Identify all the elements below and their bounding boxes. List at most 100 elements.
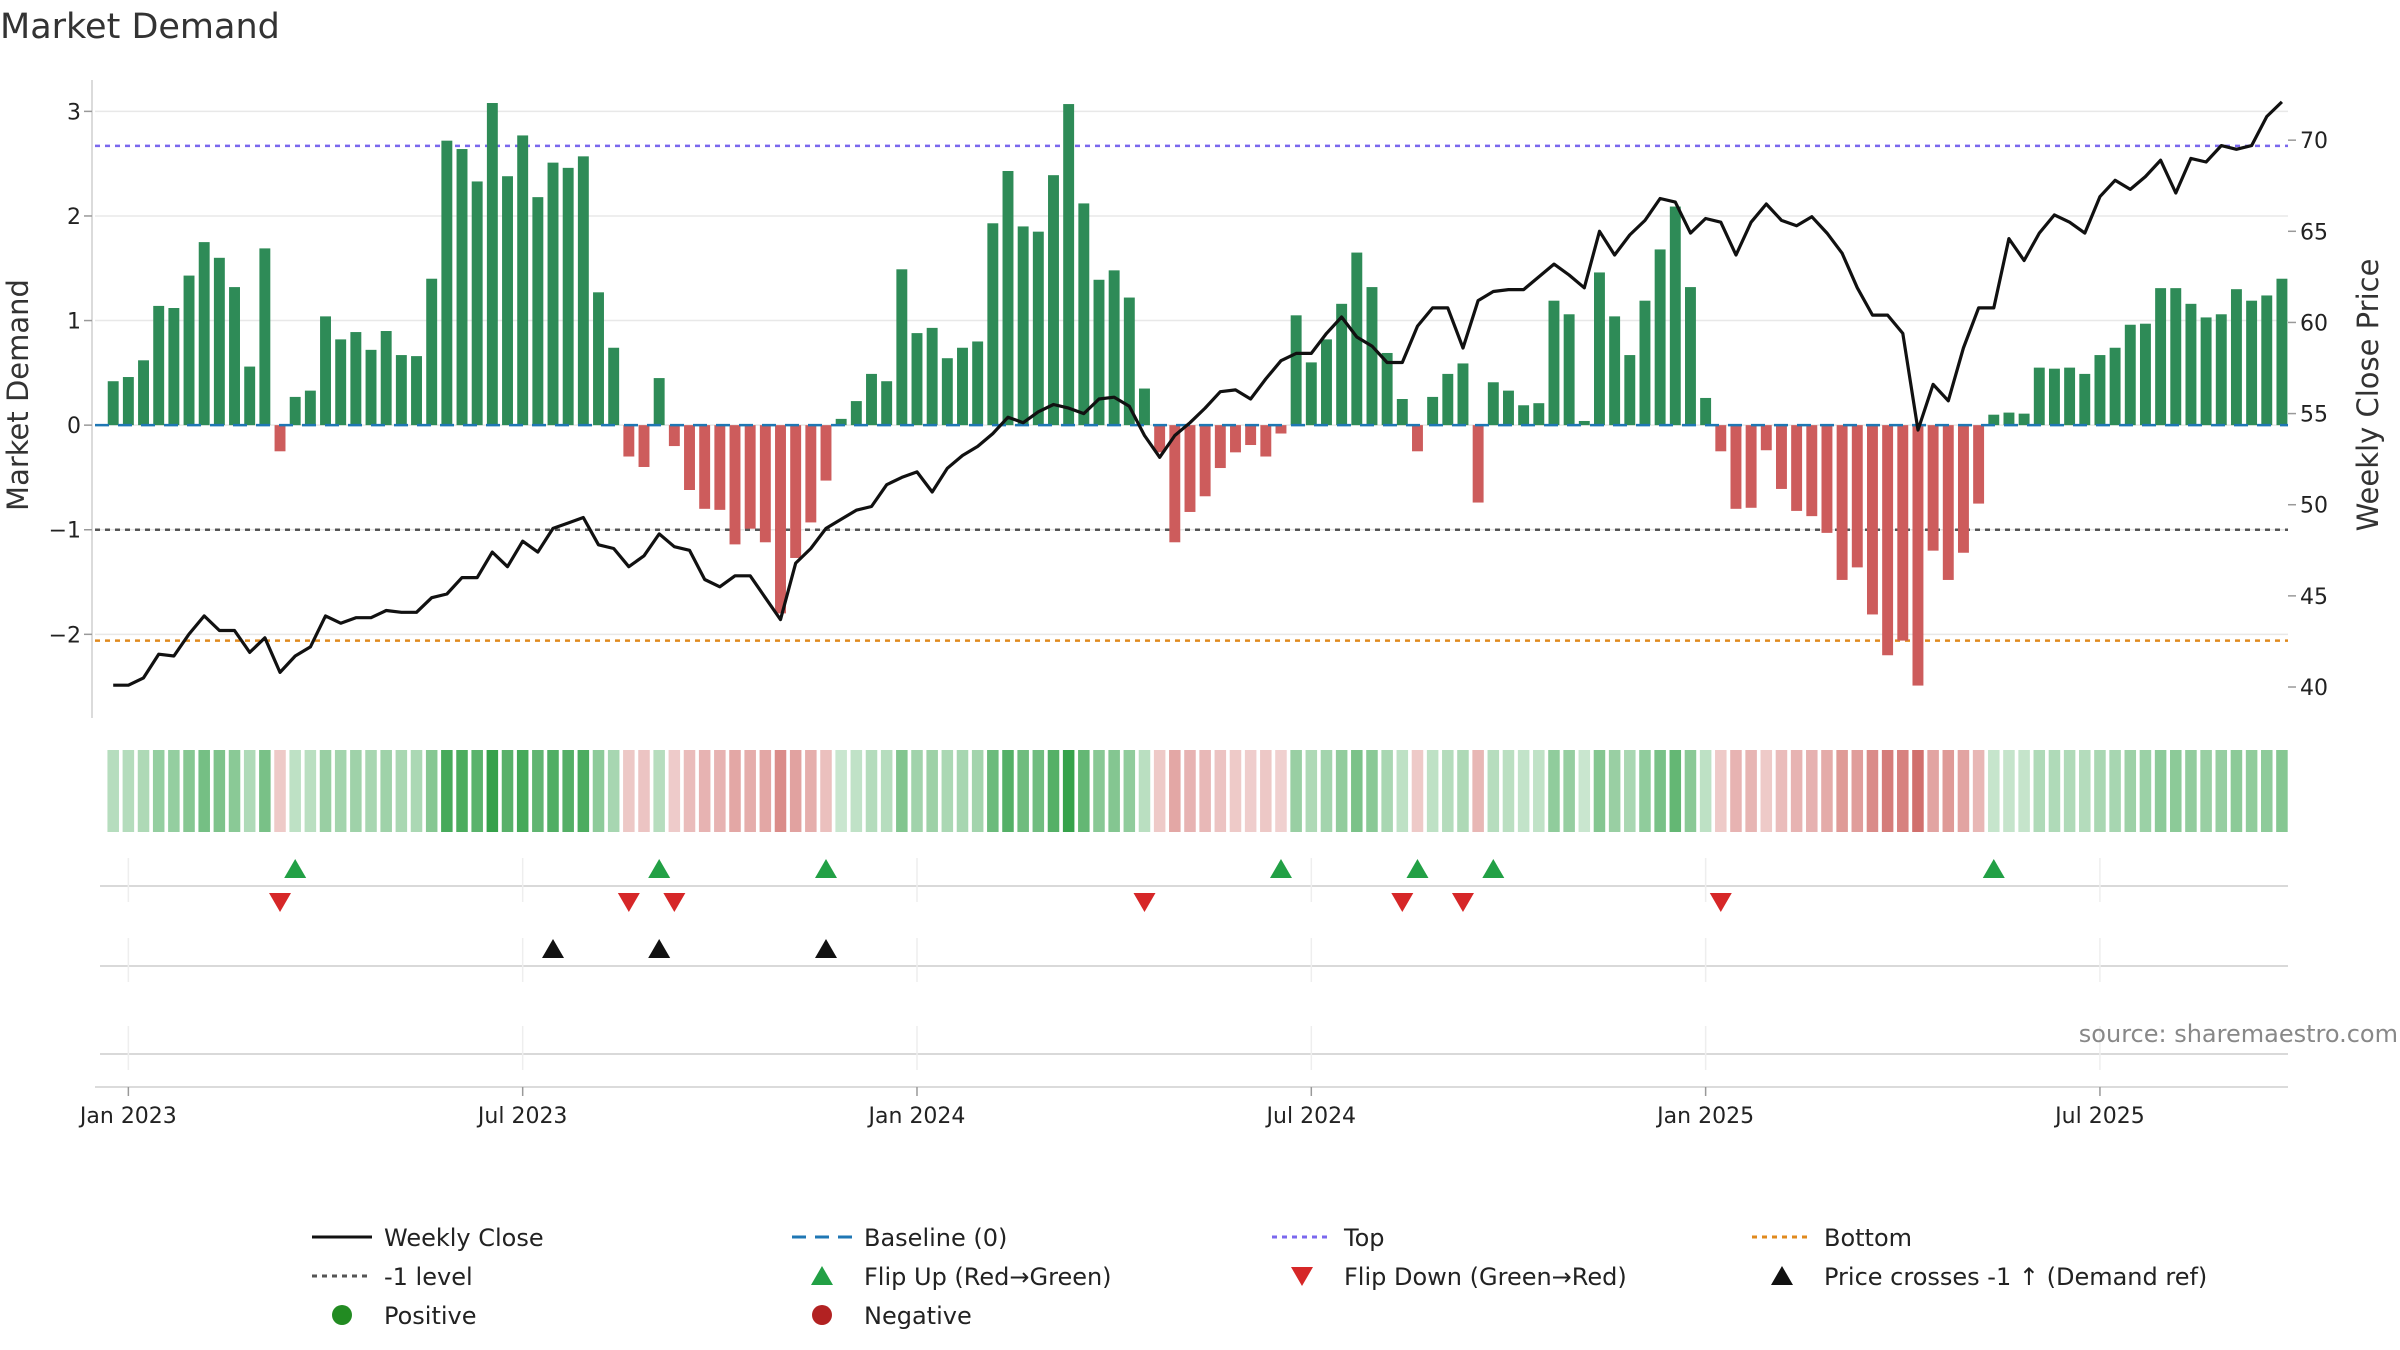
heat-cell-106 <box>1715 750 1727 832</box>
heat-cell-15 <box>334 750 347 832</box>
demand-bar-73 <box>1214 425 1226 469</box>
demand-bar-69 <box>1154 425 1166 453</box>
demand-bar-131 <box>2094 355 2106 426</box>
heat-cell-69 <box>1153 750 1166 832</box>
demand-bar-91 <box>1487 382 1499 426</box>
heat-cell-58 <box>987 750 999 832</box>
heat-cell-101 <box>1639 750 1651 832</box>
flip-down-marker-0 <box>269 893 292 912</box>
demand-bar-102 <box>1654 249 1666 426</box>
heat-cell-19 <box>395 750 408 832</box>
demand-bar-134 <box>2139 323 2151 426</box>
price-line-layer <box>113 100 2284 687</box>
heat-cell-102 <box>1654 750 1666 832</box>
demand-bar-97 <box>1578 420 1590 426</box>
demand-bar-135 <box>2155 288 2167 426</box>
legend-swatch-9 <box>812 1305 832 1325</box>
x-tick-label-4: Jan 2025 <box>1655 1104 1754 1129</box>
flip-down-marker-2 <box>663 893 686 912</box>
demand-bar-11 <box>274 425 286 452</box>
heat-cell-135 <box>2154 750 2167 832</box>
heat-cell-16 <box>350 750 362 832</box>
demand-bar-18 <box>380 331 392 426</box>
demand-bar-118 <box>1897 425 1909 641</box>
demand-bar-55 <box>941 358 953 426</box>
heat-cell-89 <box>1457 750 1469 832</box>
demand-bar-62 <box>1048 175 1059 426</box>
heat-cell-104 <box>1684 750 1697 832</box>
flip-down-marker-3 <box>1133 893 1156 912</box>
heat-cell-95 <box>1548 750 1560 832</box>
heat-cell-12 <box>289 750 301 832</box>
heat-cell-13 <box>304 750 317 832</box>
heat-cell-132 <box>2109 750 2121 832</box>
heat-cell-126 <box>2018 750 2030 832</box>
demand-bar-14 <box>320 316 331 426</box>
demand-bar-56 <box>957 347 968 426</box>
demand-bar-58 <box>987 223 999 426</box>
heat-cell-113 <box>1821 750 1833 832</box>
heat-cell-107 <box>1730 750 1742 832</box>
legend-label-7: Price crosses -1 ↑ (Demand ref) <box>1824 1263 2207 1291</box>
heat-cell-66 <box>1108 750 1120 832</box>
left-tick-label-0: −2 <box>49 623 81 648</box>
demand-bar-81 <box>1336 303 1348 426</box>
flip-up-marker-0 <box>284 859 307 878</box>
demand-bar-63 <box>1063 104 1075 426</box>
demand-bar-115 <box>1851 425 1863 568</box>
legend-item-7: Price crosses -1 ↑ (Demand ref) <box>1771 1263 2207 1291</box>
demand-bar-121 <box>1942 425 1954 580</box>
heat-cell-42 <box>744 750 756 832</box>
heat-cell-138 <box>2200 750 2212 832</box>
heat-cell-56 <box>956 750 969 832</box>
demand-bar-15 <box>335 339 347 426</box>
heat-cell-129 <box>2063 750 2076 832</box>
heat-cell-92 <box>1502 750 1515 832</box>
left-tick-label-3: 1 <box>67 310 81 335</box>
demand-bar-7 <box>213 257 225 426</box>
demand-bar-34 <box>623 425 635 457</box>
y-axis-right-title: Weekly Close Price <box>2351 259 2385 532</box>
heat-cell-105 <box>1699 750 1712 832</box>
right-tick-label-6: 70 <box>2300 129 2328 154</box>
heat-cell-44 <box>774 750 787 832</box>
demand-bar-93 <box>1518 405 1530 426</box>
heat-cell-28 <box>532 750 544 832</box>
legend: Weekly Close Baseline (0) Top Bottom -1 leve… <box>312 1224 2207 1330</box>
heat-cell-111 <box>1790 750 1803 832</box>
flip-down-marker-6 <box>1709 893 1732 912</box>
demand-bar-120 <box>1927 425 1939 551</box>
heat-cell-70 <box>1169 750 1181 832</box>
heat-cell-64 <box>1078 750 1090 832</box>
heat-cell-134 <box>2139 750 2152 832</box>
demand-bar-90 <box>1472 425 1484 503</box>
heat-cell-45 <box>789 750 802 832</box>
legend-swatch-7 <box>1771 1266 1793 1285</box>
reference-lines <box>95 144 2288 642</box>
demand-bar-66 <box>1108 270 1120 426</box>
heat-cell-86 <box>1411 750 1424 832</box>
heat-cell-117 <box>1881 750 1894 832</box>
heat-cell-17 <box>365 750 377 832</box>
demand-bar-98 <box>1594 272 1605 426</box>
heat-cell-29 <box>547 750 559 832</box>
legend-item-9: Negative <box>812 1302 972 1330</box>
heat-cell-90 <box>1472 750 1484 832</box>
heat-cell-1 <box>122 750 135 832</box>
legend-label-9: Negative <box>864 1302 972 1330</box>
heat-cell-103 <box>1669 750 1682 832</box>
right-tick-label-2: 50 <box>2300 494 2328 519</box>
demand-bar-110 <box>1775 425 1787 489</box>
demand-bar-140 <box>2230 289 2242 426</box>
heat-cell-88 <box>1442 750 1454 832</box>
legend-swatch-6 <box>1291 1267 1313 1286</box>
legend-item-0: Weekly Close <box>312 1224 544 1252</box>
legend-item-3: Bottom <box>1752 1224 1912 1252</box>
demand-bar-21 <box>426 278 438 426</box>
heat-cell-11 <box>274 750 286 832</box>
demand-bar-60 <box>1017 226 1029 426</box>
demand-bar-19 <box>395 355 407 426</box>
signal-markers <box>100 858 2288 1070</box>
demand-bar-106 <box>1715 425 1727 452</box>
